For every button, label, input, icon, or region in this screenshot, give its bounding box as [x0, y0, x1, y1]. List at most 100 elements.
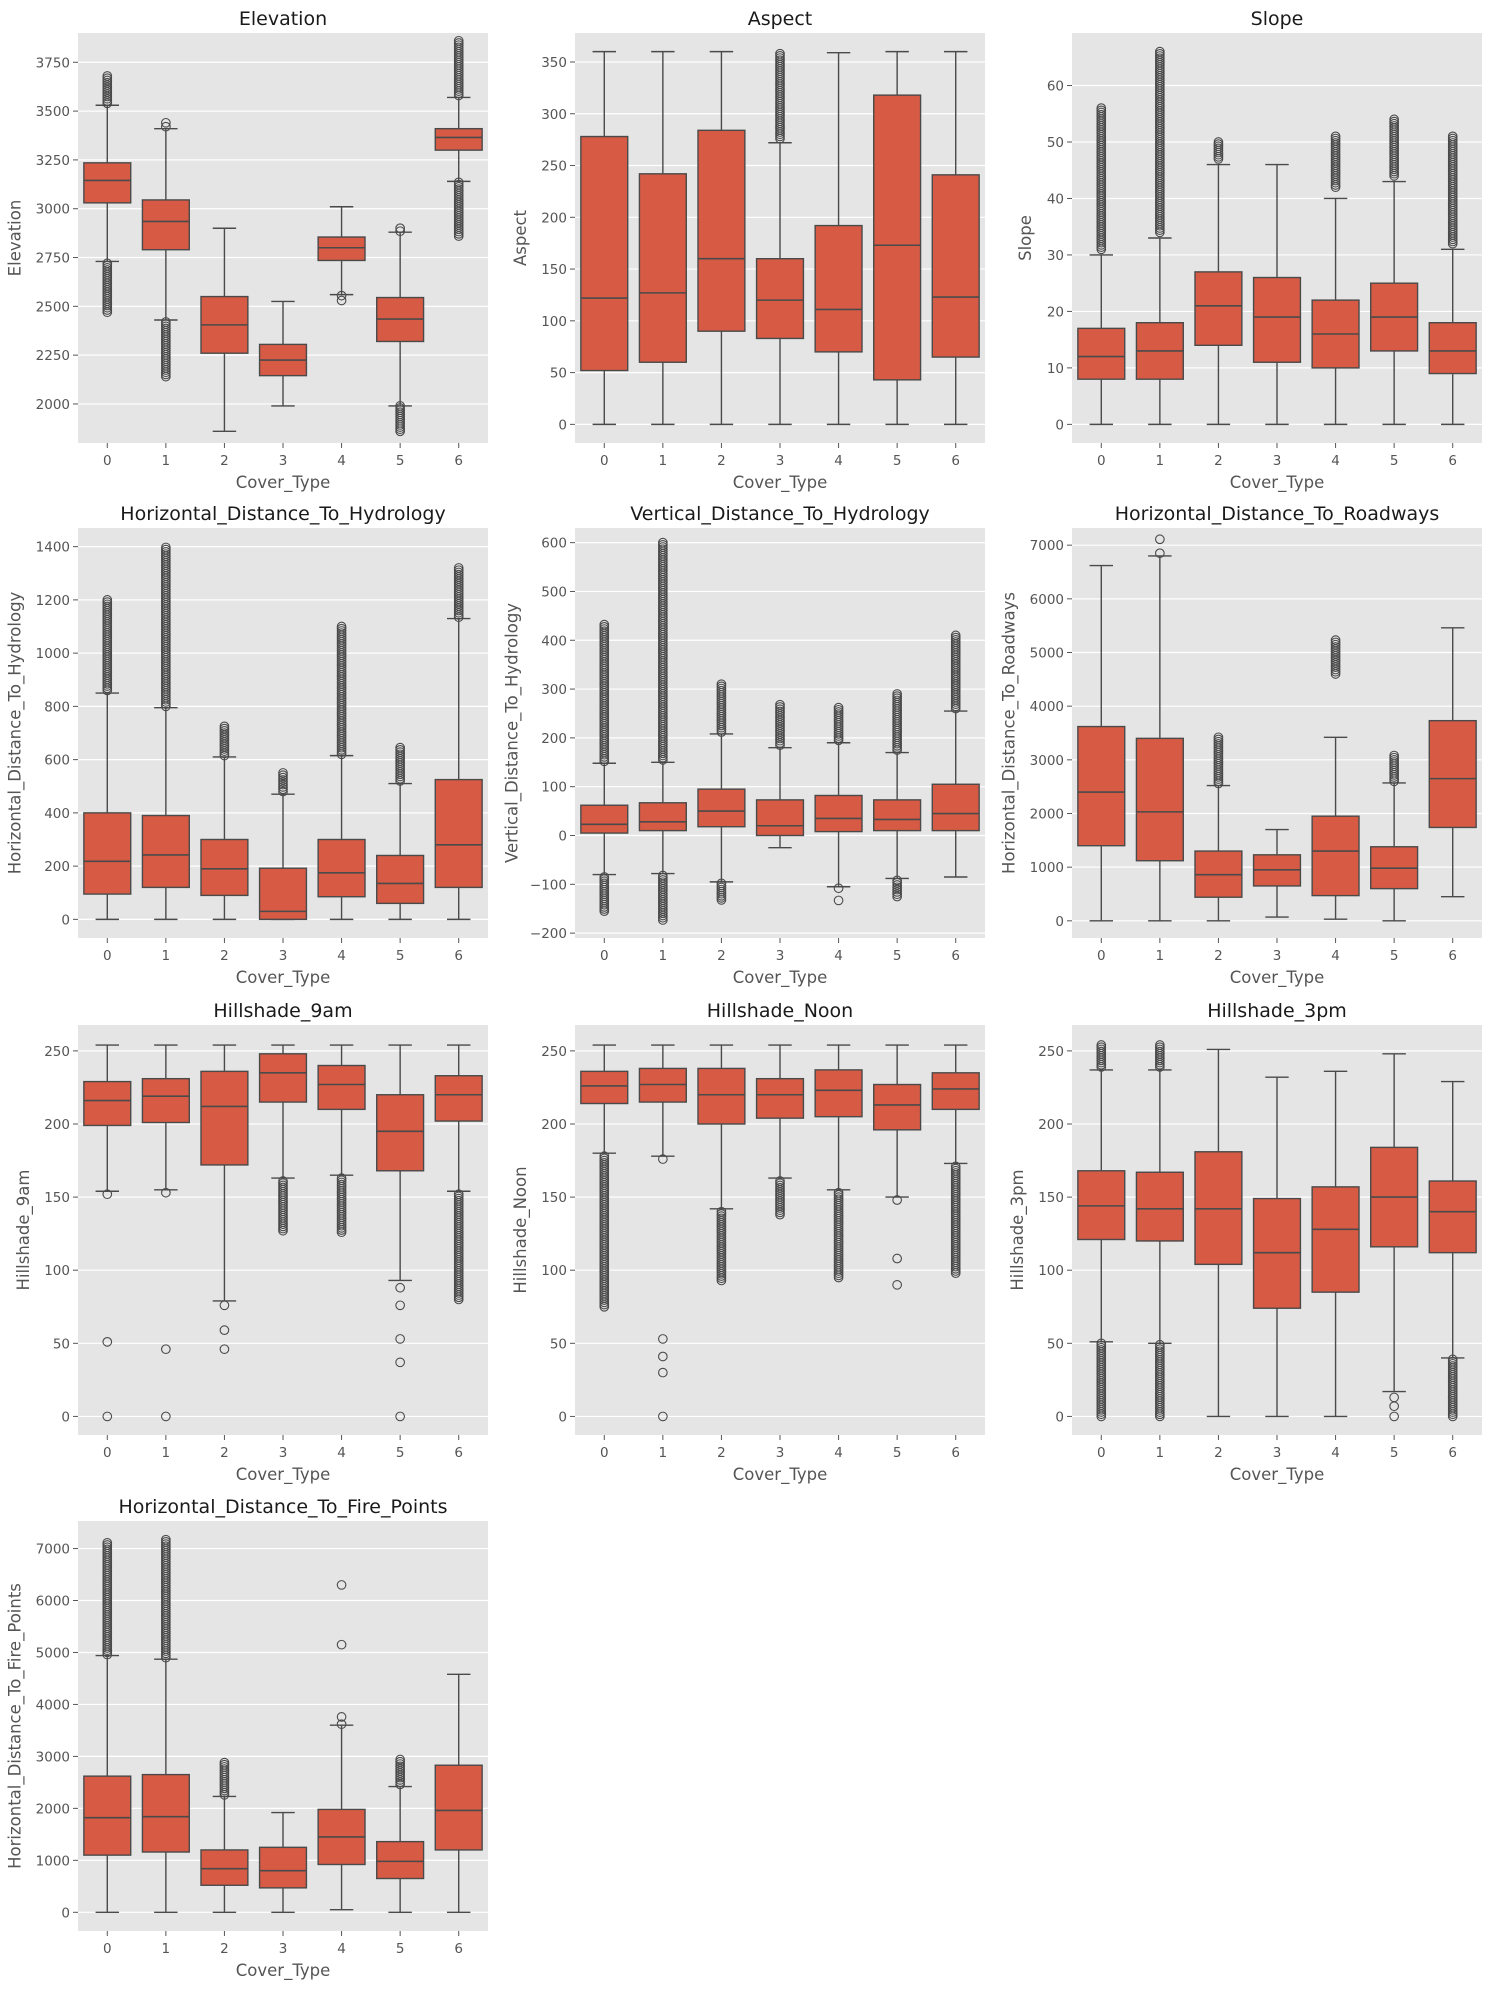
- box-3: [1252, 828, 1302, 918]
- iqr-box: [697, 788, 746, 828]
- box-0: [83, 71, 132, 318]
- x-tick-label: 6: [1448, 1445, 1457, 1461]
- x-tick-label: 5: [396, 1445, 405, 1461]
- outlier-low: [833, 883, 844, 894]
- outlier-high: [336, 1580, 347, 1590]
- outlier-low: [716, 878, 727, 889]
- x-axis-label: Cover_Type: [1230, 1465, 1324, 1485]
- outlier-low: [336, 1173, 347, 1183]
- y-tick-label: 0: [61, 1409, 70, 1425]
- chart-panel: 0 50 100 150 200 250 0 1 2 3 4 5 6 Hillshade_Noon Cove…: [511, 1000, 985, 1485]
- x-tick-label: 3: [776, 1445, 785, 1461]
- iqr-box: [434, 127, 483, 151]
- outlier-high: [102, 75, 113, 86]
- iqr-box: [580, 804, 629, 834]
- outlier-low: [775, 1176, 785, 1186]
- y-tick-label: 0: [61, 912, 70, 928]
- y-tick-label: −100: [530, 877, 567, 893]
- outlier-low: [892, 887, 902, 897]
- y-tick-label: 200: [541, 1117, 567, 1133]
- outlier-high: [102, 71, 113, 81]
- outlier-high: [1389, 114, 1399, 125]
- x-tick-label: 4: [1331, 453, 1340, 469]
- y-tick-label: 3000: [36, 202, 70, 218]
- outlier-high: [278, 779, 288, 790]
- iqr-box: [83, 1080, 132, 1127]
- y-tick-label: −200: [530, 926, 567, 942]
- box-0: [1077, 564, 1126, 922]
- outlier-high: [219, 721, 230, 732]
- y-tick-label: 250: [541, 159, 567, 175]
- y-tick-label: 400: [44, 806, 70, 822]
- y-tick-label: 50: [1047, 1336, 1064, 1352]
- x-tick-label: 5: [1390, 453, 1399, 469]
- iqr-box: [83, 812, 132, 895]
- outlier-low: [161, 1187, 171, 1198]
- iqr-box: [697, 1067, 746, 1125]
- x-tick-label: 2: [220, 1941, 229, 1957]
- outlier-low: [219, 1344, 230, 1355]
- y-axis-label: Elevation: [5, 200, 24, 277]
- box-6: [1428, 627, 1477, 898]
- box-2: [697, 1044, 746, 1286]
- box-2: [1194, 137, 1243, 426]
- x-tick-label: 4: [337, 1445, 346, 1461]
- outlier-low: [161, 1344, 171, 1355]
- x-tick-label: 5: [893, 453, 902, 469]
- outlier-low: [658, 1351, 668, 1362]
- x-tick-label: 6: [951, 453, 960, 469]
- x-tick-label: 3: [279, 453, 288, 469]
- y-tick-label: 500: [541, 584, 567, 600]
- iqr-box: [873, 799, 922, 832]
- y-tick-label: 2000: [36, 1801, 70, 1817]
- outlier-low: [892, 877, 902, 888]
- x-tick-label: 0: [103, 948, 112, 964]
- outlier-low: [892, 1253, 902, 1264]
- y-tick-label: 600: [541, 536, 567, 552]
- iqr-box: [258, 1053, 308, 1103]
- outlier-low: [336, 295, 347, 306]
- box-1: [141, 1044, 190, 1422]
- iqr-box: [200, 1070, 249, 1166]
- x-tick-label: 4: [337, 948, 346, 964]
- x-tick-label: 1: [162, 1941, 171, 1957]
- outlier-high: [395, 1759, 405, 1769]
- outlier-high: [1330, 131, 1341, 142]
- iqr-box: [1077, 725, 1126, 847]
- box-1: [1135, 46, 1184, 426]
- y-tick-label: 300: [541, 107, 567, 123]
- y-tick-label: 250: [541, 1044, 567, 1060]
- outlier-high: [950, 630, 961, 641]
- box-5: [873, 689, 922, 902]
- outlier-high: [102, 73, 113, 84]
- y-tick-label: 5000: [1030, 646, 1064, 662]
- outlier-low: [336, 290, 347, 301]
- outlier-high: [775, 706, 785, 717]
- x-tick-label: 5: [893, 1445, 902, 1461]
- x-tick-label: 4: [1331, 1445, 1340, 1461]
- iqr-box: [141, 814, 190, 889]
- outlier-high: [278, 782, 288, 792]
- outlier-low: [892, 880, 902, 890]
- outlier-low: [102, 258, 113, 269]
- y-tick-label: 100: [1038, 1263, 1064, 1279]
- box-3: [1252, 163, 1302, 426]
- x-tick-label: 1: [659, 1445, 668, 1461]
- outlier-low: [219, 1325, 230, 1336]
- box-2: [200, 227, 249, 432]
- chart-panel: 0 50 100 150 200 250 0 1 2 3 4 5 6 Hillshade_3pm Cover…: [1008, 1000, 1482, 1485]
- iqr-box: [83, 162, 132, 204]
- x-tick-label: 2: [717, 453, 726, 469]
- outlier-high: [395, 742, 405, 753]
- chart-title: Vertical_Distance_To_Hydrology: [630, 503, 930, 525]
- y-tick-label: 200: [44, 859, 70, 875]
- iqr-box: [931, 1072, 980, 1111]
- outlier-high: [336, 1712, 347, 1722]
- box-5: [1370, 1053, 1419, 1422]
- outlier-high: [1213, 732, 1224, 743]
- outlier-high: [599, 619, 610, 630]
- iqr-box: [638, 802, 687, 832]
- box-1: [141, 117, 190, 382]
- box-1: [638, 1044, 687, 1422]
- x-tick-label: 5: [1390, 1445, 1399, 1461]
